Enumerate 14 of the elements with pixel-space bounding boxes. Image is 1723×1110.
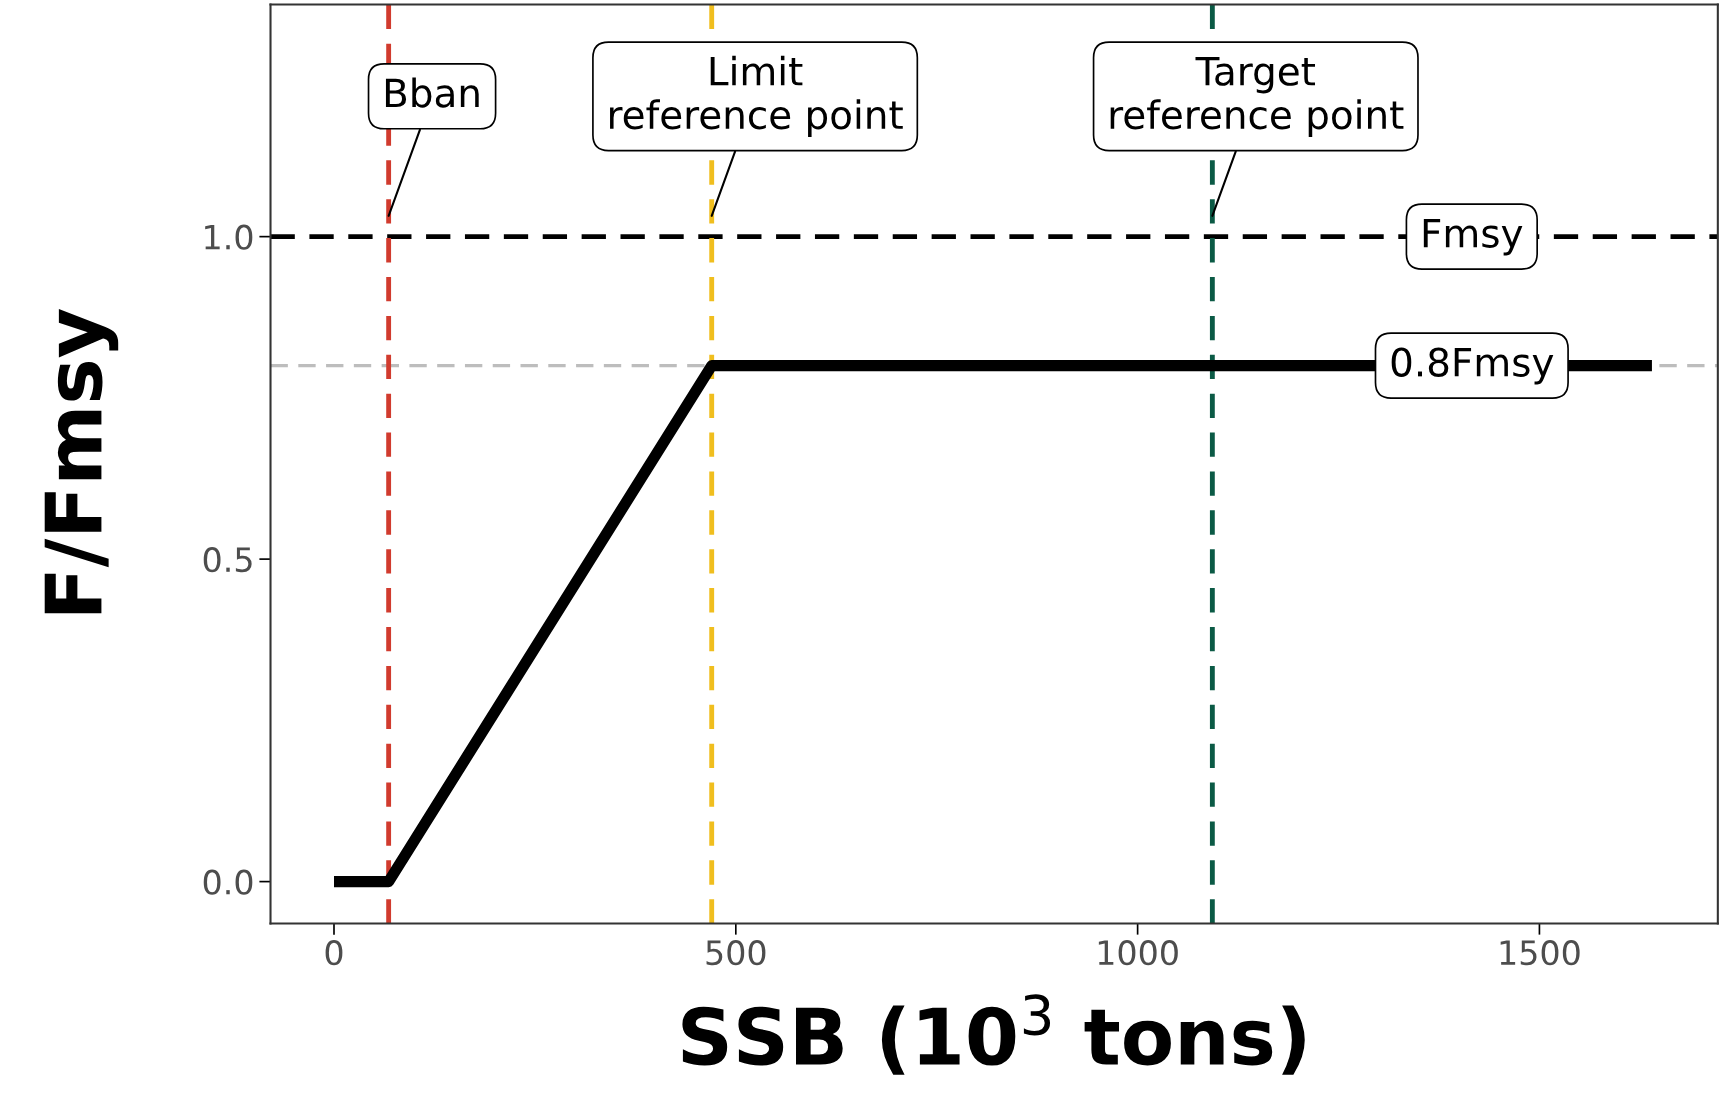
x-axis-title: SSB (10$^{3}$ tons) <box>682 994 1305 1075</box>
x-tick-label: 500 <box>706 940 766 966</box>
ref-line-label: Fmsy <box>1423 219 1523 256</box>
y-tick-label: 1.0 <box>205 224 253 250</box>
ref-line-label: Target reference point <box>1110 56 1404 137</box>
ref-line-label: Bban <box>385 77 479 108</box>
ref-line-label: 0.8Fmsy <box>1391 347 1554 385</box>
x-tick-label: 0 <box>325 940 343 966</box>
y-tick-label: 0.0 <box>203 869 253 895</box>
x-tick-label: 1000 <box>1098 940 1178 966</box>
y-axis-title: F/Fmsy <box>44 309 119 614</box>
x-tick-label: 1500 <box>1500 940 1580 966</box>
y-tick-label: 0.5 <box>203 547 252 573</box>
ref-line-label: Limit reference point <box>610 55 903 137</box>
